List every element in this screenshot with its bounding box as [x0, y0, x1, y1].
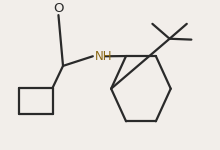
Text: O: O [53, 2, 64, 15]
Text: NH: NH [95, 50, 113, 63]
